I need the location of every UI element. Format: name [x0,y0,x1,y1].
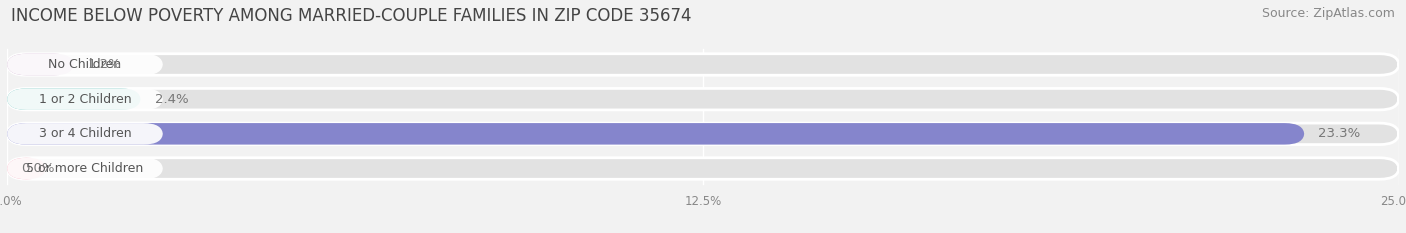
Text: 1.2%: 1.2% [87,58,121,71]
FancyBboxPatch shape [7,88,1399,110]
Text: Source: ZipAtlas.com: Source: ZipAtlas.com [1261,7,1395,20]
FancyBboxPatch shape [7,158,163,179]
Text: No Children: No Children [48,58,121,71]
Text: 3 or 4 Children: 3 or 4 Children [39,127,131,140]
FancyBboxPatch shape [7,123,1399,145]
Text: 2.4%: 2.4% [155,93,188,106]
FancyBboxPatch shape [7,158,46,179]
FancyBboxPatch shape [7,123,163,145]
FancyBboxPatch shape [7,158,1399,179]
Text: 5 or more Children: 5 or more Children [27,162,143,175]
Text: 23.3%: 23.3% [1319,127,1361,140]
FancyBboxPatch shape [7,54,163,75]
FancyBboxPatch shape [7,88,163,110]
Text: 0.0%: 0.0% [21,162,55,175]
FancyBboxPatch shape [7,88,141,110]
FancyBboxPatch shape [7,123,1305,145]
Text: 1 or 2 Children: 1 or 2 Children [39,93,131,106]
FancyBboxPatch shape [7,54,1399,75]
FancyBboxPatch shape [7,54,75,75]
Text: INCOME BELOW POVERTY AMONG MARRIED-COUPLE FAMILIES IN ZIP CODE 35674: INCOME BELOW POVERTY AMONG MARRIED-COUPL… [11,7,692,25]
